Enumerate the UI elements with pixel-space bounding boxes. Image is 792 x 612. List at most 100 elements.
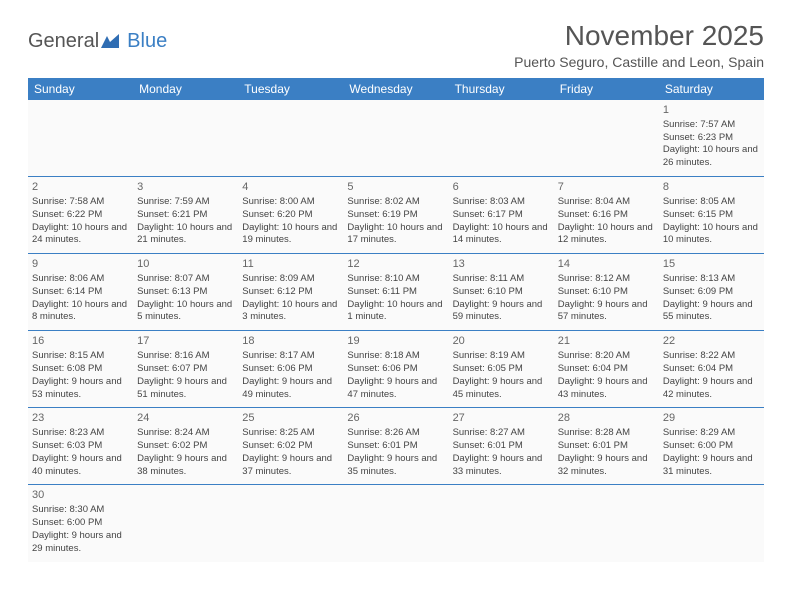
calendar-row: 23Sunrise: 8:23 AMSunset: 6:03 PMDayligh… (28, 408, 764, 485)
sunrise-text: Sunrise: 8:17 AM (242, 350, 339, 363)
day-number: 12 (347, 257, 444, 272)
calendar-table: SundayMondayTuesdayWednesdayThursdayFrid… (28, 78, 764, 562)
calendar-cell-empty (659, 485, 764, 562)
sunrise-text: Sunrise: 8:23 AM (32, 427, 129, 440)
calendar-body: 1Sunrise: 7:57 AMSunset: 6:23 PMDaylight… (28, 100, 764, 562)
sunrise-text: Sunrise: 8:10 AM (347, 273, 444, 286)
sunset-text: Sunset: 6:09 PM (663, 286, 760, 299)
calendar-cell-empty (343, 485, 448, 562)
daylight-text: Daylight: 10 hours and 21 minutes. (137, 222, 234, 248)
logo: General Blue (28, 30, 167, 53)
sunrise-text: Sunrise: 8:18 AM (347, 350, 444, 363)
sunset-text: Sunset: 6:00 PM (663, 440, 760, 453)
day-header: Saturday (659, 78, 764, 100)
sunset-text: Sunset: 6:11 PM (347, 286, 444, 299)
sunset-text: Sunset: 6:04 PM (663, 363, 760, 376)
sunrise-text: Sunrise: 8:19 AM (453, 350, 550, 363)
sunset-text: Sunset: 6:03 PM (32, 440, 129, 453)
calendar-cell: 1Sunrise: 7:57 AMSunset: 6:23 PMDaylight… (659, 100, 764, 177)
sunrise-text: Sunrise: 8:04 AM (558, 196, 655, 209)
daylight-text: Daylight: 10 hours and 8 minutes. (32, 299, 129, 325)
sunset-text: Sunset: 6:15 PM (663, 209, 760, 222)
sunset-text: Sunset: 6:02 PM (137, 440, 234, 453)
calendar-cell-empty (238, 485, 343, 562)
day-number: 19 (347, 334, 444, 349)
day-number: 26 (347, 411, 444, 426)
daylight-text: Daylight: 9 hours and 53 minutes. (32, 376, 129, 402)
sunset-text: Sunset: 6:20 PM (242, 209, 339, 222)
calendar-cell: 2Sunrise: 7:58 AMSunset: 6:22 PMDaylight… (28, 177, 133, 254)
sunset-text: Sunset: 6:04 PM (558, 363, 655, 376)
calendar-cell: 18Sunrise: 8:17 AMSunset: 6:06 PMDayligh… (238, 331, 343, 408)
day-number: 3 (137, 180, 234, 195)
sunrise-text: Sunrise: 8:00 AM (242, 196, 339, 209)
logo-text-1: General (28, 30, 99, 53)
sunrise-text: Sunrise: 8:16 AM (137, 350, 234, 363)
day-number: 5 (347, 180, 444, 195)
sunrise-text: Sunrise: 8:12 AM (558, 273, 655, 286)
calendar-cell: 9Sunrise: 8:06 AMSunset: 6:14 PMDaylight… (28, 254, 133, 331)
day-number: 8 (663, 180, 760, 195)
logo-text-2: Blue (127, 30, 167, 53)
day-number: 25 (242, 411, 339, 426)
day-number: 28 (558, 411, 655, 426)
sunrise-text: Sunrise: 8:07 AM (137, 273, 234, 286)
calendar-cell-empty (343, 100, 448, 177)
daylight-text: Daylight: 9 hours and 32 minutes. (558, 453, 655, 479)
sunset-text: Sunset: 6:01 PM (453, 440, 550, 453)
sunset-text: Sunset: 6:10 PM (453, 286, 550, 299)
calendar-cell: 20Sunrise: 8:19 AMSunset: 6:05 PMDayligh… (449, 331, 554, 408)
calendar-cell-empty (449, 485, 554, 562)
calendar-cell: 13Sunrise: 8:11 AMSunset: 6:10 PMDayligh… (449, 254, 554, 331)
sunset-text: Sunset: 6:02 PM (242, 440, 339, 453)
calendar-cell: 26Sunrise: 8:26 AMSunset: 6:01 PMDayligh… (343, 408, 448, 485)
calendar-head: SundayMondayTuesdayWednesdayThursdayFrid… (28, 78, 764, 100)
flag-icon (101, 34, 125, 50)
sunset-text: Sunset: 6:00 PM (32, 517, 129, 530)
sunrise-text: Sunrise: 8:11 AM (453, 273, 550, 286)
calendar-cell: 19Sunrise: 8:18 AMSunset: 6:06 PMDayligh… (343, 331, 448, 408)
daylight-text: Daylight: 9 hours and 59 minutes. (453, 299, 550, 325)
calendar-cell: 28Sunrise: 8:28 AMSunset: 6:01 PMDayligh… (554, 408, 659, 485)
daylight-text: Daylight: 9 hours and 42 minutes. (663, 376, 760, 402)
calendar-cell: 10Sunrise: 8:07 AMSunset: 6:13 PMDayligh… (133, 254, 238, 331)
location: Puerto Seguro, Castille and Leon, Spain (514, 54, 764, 70)
day-number: 15 (663, 257, 760, 272)
sunrise-text: Sunrise: 8:02 AM (347, 196, 444, 209)
sunrise-text: Sunrise: 8:15 AM (32, 350, 129, 363)
sunrise-text: Sunrise: 7:58 AM (32, 196, 129, 209)
daylight-text: Daylight: 9 hours and 38 minutes. (137, 453, 234, 479)
day-number: 29 (663, 411, 760, 426)
calendar-cell: 16Sunrise: 8:15 AMSunset: 6:08 PMDayligh… (28, 331, 133, 408)
sunset-text: Sunset: 6:07 PM (137, 363, 234, 376)
calendar-cell: 17Sunrise: 8:16 AMSunset: 6:07 PMDayligh… (133, 331, 238, 408)
calendar-row: 16Sunrise: 8:15 AMSunset: 6:08 PMDayligh… (28, 331, 764, 408)
sunset-text: Sunset: 6:10 PM (558, 286, 655, 299)
calendar-cell: 8Sunrise: 8:05 AMSunset: 6:15 PMDaylight… (659, 177, 764, 254)
daylight-text: Daylight: 9 hours and 29 minutes. (32, 530, 129, 556)
day-header: Monday (133, 78, 238, 100)
sunset-text: Sunset: 6:13 PM (137, 286, 234, 299)
sunrise-text: Sunrise: 8:20 AM (558, 350, 655, 363)
daylight-text: Daylight: 9 hours and 35 minutes. (347, 453, 444, 479)
sunset-text: Sunset: 6:01 PM (347, 440, 444, 453)
sunset-text: Sunset: 6:21 PM (137, 209, 234, 222)
day-number: 16 (32, 334, 129, 349)
daylight-text: Daylight: 9 hours and 47 minutes. (347, 376, 444, 402)
daylight-text: Daylight: 10 hours and 10 minutes. (663, 222, 760, 248)
day-header: Sunday (28, 78, 133, 100)
daylight-text: Daylight: 9 hours and 45 minutes. (453, 376, 550, 402)
day-number: 9 (32, 257, 129, 272)
calendar-cell-empty (133, 485, 238, 562)
calendar-row: 9Sunrise: 8:06 AMSunset: 6:14 PMDaylight… (28, 254, 764, 331)
day-number: 14 (558, 257, 655, 272)
calendar-cell: 30Sunrise: 8:30 AMSunset: 6:00 PMDayligh… (28, 485, 133, 562)
daylight-text: Daylight: 9 hours and 51 minutes. (137, 376, 234, 402)
daylight-text: Daylight: 9 hours and 31 minutes. (663, 453, 760, 479)
calendar-row: 2Sunrise: 7:58 AMSunset: 6:22 PMDaylight… (28, 177, 764, 254)
day-number: 27 (453, 411, 550, 426)
daylight-text: Daylight: 10 hours and 1 minute. (347, 299, 444, 325)
daylight-text: Daylight: 10 hours and 14 minutes. (453, 222, 550, 248)
calendar-cell: 5Sunrise: 8:02 AMSunset: 6:19 PMDaylight… (343, 177, 448, 254)
title-block: November 2025 Puerto Seguro, Castille an… (514, 20, 764, 70)
